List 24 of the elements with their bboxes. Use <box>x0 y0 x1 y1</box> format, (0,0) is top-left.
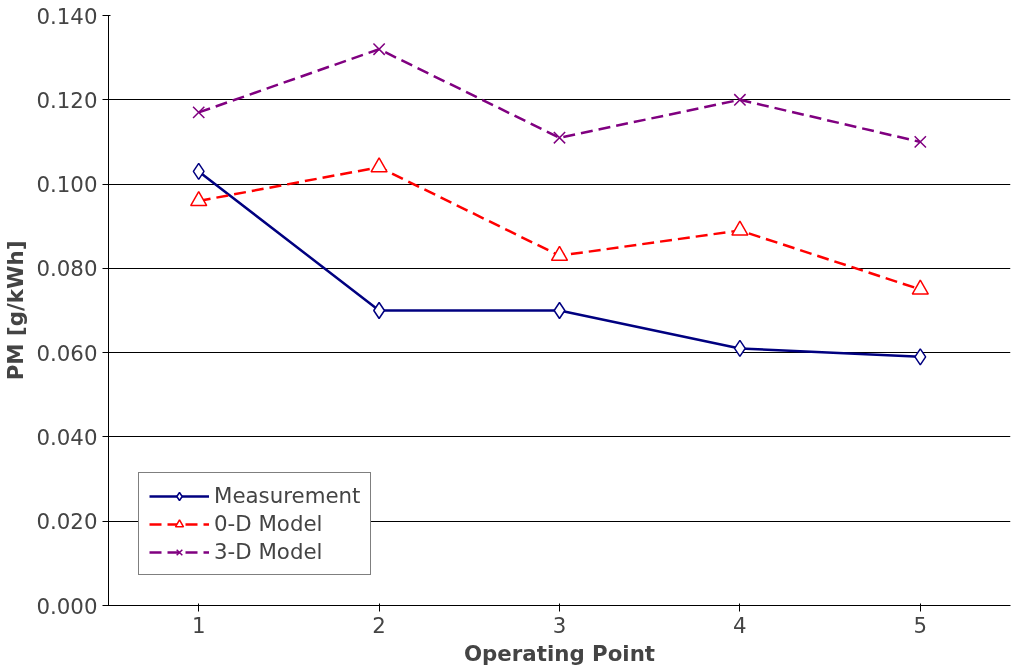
legend-label: 3-D Model <box>214 539 323 564</box>
point <box>913 135 927 149</box>
point <box>914 348 927 366</box>
legend-label: Measurement <box>214 483 361 508</box>
x-tick-label: 1 <box>191 612 206 638</box>
y-tick-label: 0.040 <box>36 424 98 450</box>
y-tick-label: 0.100 <box>36 172 98 198</box>
legend-label: 0-D Model <box>214 511 323 536</box>
x-axis-title: Operating Point <box>463 640 656 666</box>
point <box>372 42 386 56</box>
point <box>192 106 206 119</box>
x-tick-label: 3 <box>552 612 567 638</box>
point <box>553 131 566 145</box>
y-tick-label: 0.020 <box>36 509 98 535</box>
point <box>733 93 747 107</box>
y-tick-label: 0.060 <box>36 340 98 366</box>
y-tick-label: 0.000 <box>36 593 98 619</box>
x-tick-label: 2 <box>372 612 386 638</box>
y-tick-label: 0.140 <box>36 3 98 29</box>
x-tick-label: 5 <box>913 612 928 638</box>
x-tick-label: 4 <box>733 612 747 638</box>
y-axis-title: PM [g/kWh] <box>3 240 29 381</box>
y-tick-label: 0.120 <box>36 87 98 113</box>
y-tick-label: 0.080 <box>36 256 98 282</box>
